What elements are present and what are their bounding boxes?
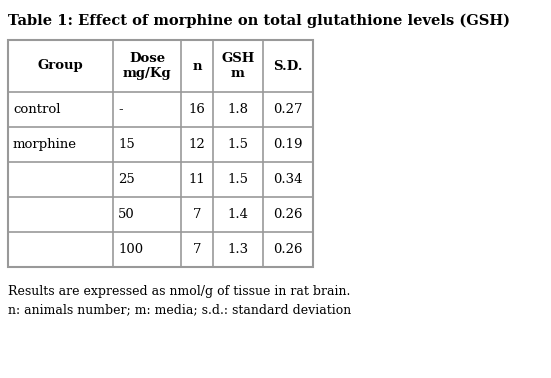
Text: 0.34: 0.34	[273, 173, 302, 186]
Text: morphine: morphine	[13, 138, 77, 151]
Text: control: control	[13, 103, 61, 116]
Text: 16: 16	[188, 103, 206, 116]
Text: Dose
mg/Kg: Dose mg/Kg	[123, 52, 171, 80]
Text: 1.5: 1.5	[228, 173, 249, 186]
Text: Results are expressed as nmol/g of tissue in rat brain.: Results are expressed as nmol/g of tissu…	[8, 285, 350, 298]
Text: 25: 25	[118, 173, 135, 186]
Text: 50: 50	[118, 208, 135, 221]
Text: -: -	[118, 103, 123, 116]
Text: 15: 15	[118, 138, 135, 151]
Text: 1.5: 1.5	[228, 138, 249, 151]
Text: GSH
m: GSH m	[222, 52, 255, 80]
Text: 11: 11	[188, 173, 206, 186]
Text: 7: 7	[193, 208, 201, 221]
Text: n: animals number; m: media; s.d.: standard deviation: n: animals number; m: media; s.d.: stand…	[8, 303, 351, 316]
Text: 100: 100	[118, 243, 143, 256]
Text: 1.8: 1.8	[228, 103, 249, 116]
Text: n: n	[192, 59, 202, 73]
Text: 1.3: 1.3	[228, 243, 249, 256]
Text: Group: Group	[37, 59, 83, 73]
Text: 0.27: 0.27	[273, 103, 302, 116]
Text: 0.26: 0.26	[273, 243, 302, 256]
Bar	[8, 40, 313, 267]
Text: 7: 7	[193, 243, 201, 256]
Text: 12: 12	[188, 138, 206, 151]
Text: 1.4: 1.4	[228, 208, 249, 221]
Text: S.D.: S.D.	[273, 59, 302, 73]
Text: 0.26: 0.26	[273, 208, 302, 221]
Text: 0.19: 0.19	[273, 138, 302, 151]
Text: Table 1: Effect of morphine on total glutathione levels (GSH): Table 1: Effect of morphine on total glu…	[8, 14, 510, 28]
